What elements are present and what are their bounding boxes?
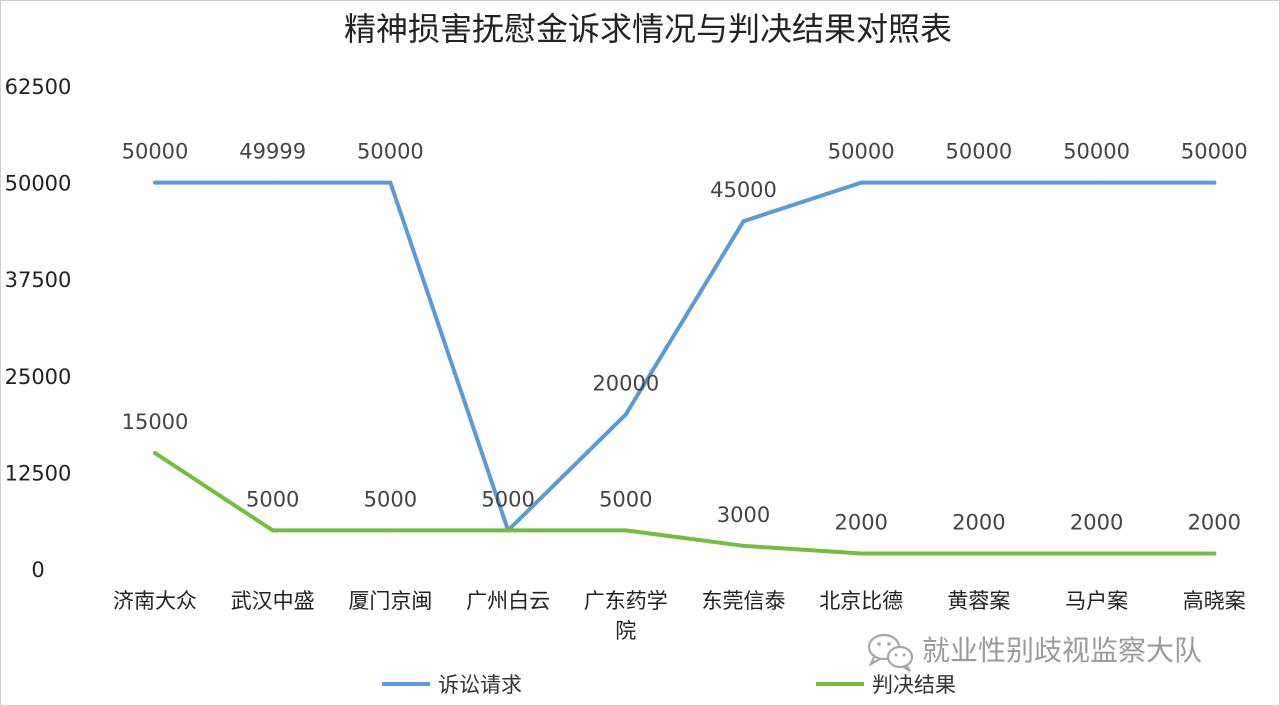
x-tick-label-line: 广东药学 [584, 589, 668, 613]
data-label: 5000 [246, 487, 299, 511]
data-point [859, 180, 864, 185]
y-tick-label: 37500 [5, 268, 72, 292]
x-tick-label: 厦门京闽 [348, 589, 432, 613]
legend-label: 诉讼请求 [438, 673, 522, 697]
data-label: 50000 [1181, 140, 1248, 164]
data-point [270, 528, 275, 533]
data-label: 49999 [239, 140, 306, 164]
x-tick-label-line: 院 [615, 619, 636, 643]
data-point [741, 219, 746, 224]
x-tick-label: 高晓案 [1183, 589, 1246, 613]
data-labels: 50000 49999 50000 20000 45000 50000 50000 50000… [122, 140, 1248, 535]
x-tick-label: 济南大众 [113, 589, 197, 613]
data-point [976, 551, 981, 556]
data-label: 50000 [828, 140, 895, 164]
data-label: 50000 [122, 140, 189, 164]
x-tick-label-line: 马户案 [1065, 589, 1128, 613]
x-tick-label-line: 武汉中盛 [231, 589, 315, 613]
legend-label: 判决结果 [872, 673, 956, 697]
y-tick-label: 25000 [5, 365, 72, 389]
data-point [1212, 180, 1217, 185]
data-point [976, 180, 981, 185]
watermark: 就业性别歧视监察大队 [867, 633, 1202, 672]
data-label: 45000 [710, 178, 777, 202]
wechat-icon [867, 633, 914, 672]
data-label: 2000 [834, 511, 887, 535]
x-axis: 济南大众 武汉中盛 厦门京闽 广州白云 广东药学院 东莞信泰 北京比德 黄蓉案 马户案 高晓案 [113, 589, 1246, 643]
data-point [1094, 551, 1099, 556]
x-tick-label: 马户案 [1065, 589, 1128, 613]
data-point [623, 528, 628, 533]
data-label: 15000 [122, 410, 189, 434]
data-point [270, 180, 275, 185]
x-tick-label: 东莞信泰 [702, 589, 786, 613]
data-point [388, 180, 393, 185]
data-point [506, 528, 511, 533]
data-point [1094, 180, 1099, 185]
x-tick-label-line: 黄蓉案 [947, 589, 1010, 613]
y-tick-label: 0 [31, 558, 44, 582]
x-tick-label-line: 济南大众 [113, 589, 197, 613]
x-tick-label: 广东药学院 [584, 589, 668, 643]
data-label: 2000 [952, 511, 1005, 535]
x-tick-label: 北京比德 [819, 589, 903, 613]
data-point [153, 180, 157, 185]
series-layer [153, 180, 1217, 556]
x-tick-label-line: 广州白云 [466, 589, 550, 613]
y-tick-label: 12500 [5, 461, 72, 485]
x-tick-label-line: 东莞信泰 [702, 589, 786, 613]
data-label: 50000 [1063, 140, 1130, 164]
x-tick-label-line: 高晓案 [1183, 589, 1246, 613]
data-label: 2000 [1070, 511, 1123, 535]
data-label: 5000 [481, 487, 534, 511]
x-tick-label-line: 厦门京闽 [348, 589, 432, 613]
data-label: 5000 [364, 487, 417, 511]
data-label: 5000 [599, 487, 652, 511]
data-label: 3000 [717, 503, 770, 527]
data-point [859, 551, 864, 556]
series-line-1 [153, 451, 1217, 556]
x-tick-label: 黄蓉案 [947, 589, 1010, 613]
legend: 诉讼请求 判决结果 [382, 673, 956, 697]
data-label: 2000 [1188, 511, 1241, 535]
x-tick-label-line: 北京比德 [819, 589, 903, 613]
data-point [741, 543, 746, 548]
data-point [623, 412, 628, 417]
data-point [1212, 551, 1217, 556]
series-line-0 [153, 180, 1217, 533]
data-point [153, 451, 157, 456]
data-label: 20000 [592, 371, 659, 395]
y-tick-label: 62500 [5, 75, 72, 99]
x-tick-label: 武汉中盛 [231, 589, 315, 613]
data-label: 50000 [357, 140, 424, 164]
x-tick-label: 广州白云 [466, 589, 550, 613]
data-point [388, 528, 393, 533]
y-axis: 0 12500 25000 37500 50000 62500 [5, 75, 72, 582]
y-tick-label: 50000 [5, 172, 72, 196]
chart-title: 精神损害抚慰金诉求情况与判决结果对照表 [344, 10, 952, 48]
watermark-text: 就业性别歧视监察大队 [922, 634, 1202, 667]
data-label: 50000 [945, 140, 1012, 164]
